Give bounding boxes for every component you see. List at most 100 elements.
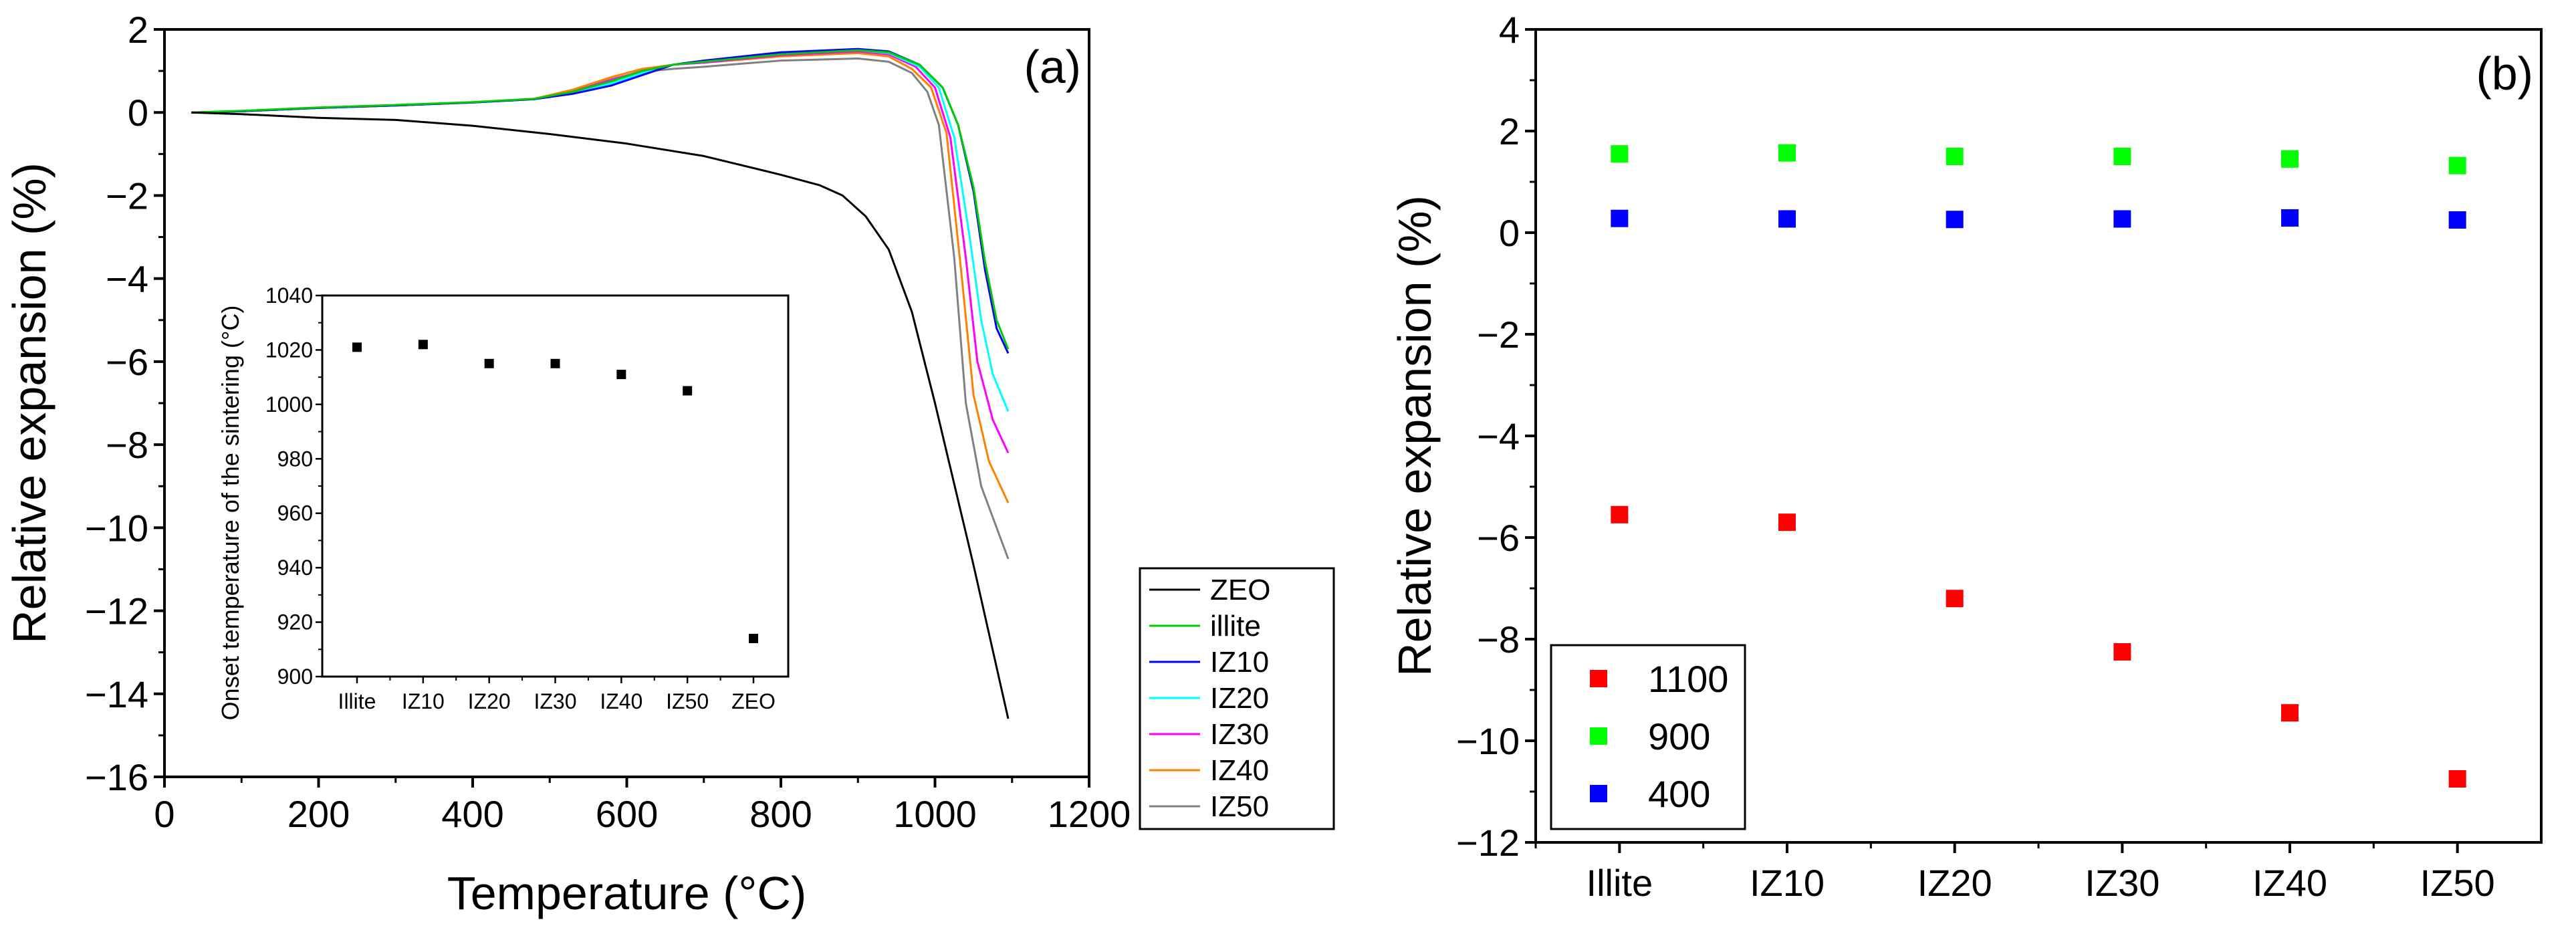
- y-tick-label: 0: [128, 92, 148, 134]
- point-1100-iz30: [2113, 643, 2131, 661]
- legend-label: 400: [1648, 773, 1710, 815]
- legend-b: 1100 900 400: [1550, 644, 1746, 830]
- point-900-iz50: [2448, 156, 2466, 174]
- y-tick-label: 4: [1499, 9, 1520, 51]
- legend-swatch-1100: [1590, 670, 1607, 687]
- point-1100-illite: [1611, 505, 1629, 523]
- legend-label: IZ40: [1210, 754, 1269, 787]
- point-1100-iz20: [1946, 590, 1964, 608]
- inset-y-tick-label: 940: [277, 556, 313, 580]
- inset-y-tick-label: 960: [277, 501, 313, 525]
- y-axis-title: Relative expansion (%): [1389, 195, 1441, 677]
- y-tick-label: −4: [106, 258, 148, 300]
- y-tick-label: 2: [128, 9, 148, 51]
- inset-frame: [321, 294, 790, 678]
- inset-point-iz20: [484, 358, 494, 368]
- x-tick-label: 400: [441, 793, 503, 835]
- x-tick-label: 600: [596, 793, 658, 835]
- inset-x-tick-label: Illite: [338, 689, 376, 713]
- inset-point-iz10: [418, 340, 428, 350]
- inset-y-tick-label: 1000: [265, 392, 313, 417]
- point-400-iz10: [1778, 210, 1796, 228]
- x-tick-label: 200: [287, 793, 350, 835]
- inset-y-tick-label: 920: [277, 610, 313, 634]
- inset-chart: 900 920 940 960 980 1000 1020 1040 Illite IZ10 IZ2…: [217, 283, 790, 721]
- legend-b-frame: [1550, 644, 1746, 830]
- inset-x-tick-label: IZ50: [666, 689, 709, 713]
- y-tick-label: −6: [1477, 517, 1520, 559]
- x-axis-title: Temperature (°C): [447, 867, 807, 919]
- x-tick-label: IZ30: [2085, 862, 2159, 904]
- legend-label: 900: [1648, 715, 1710, 757]
- legend-label: IZ10: [1210, 646, 1269, 679]
- inset-y-axis-title: Onset temperature of the sintering (°C): [217, 306, 244, 721]
- y-tick-label: −16: [85, 756, 148, 798]
- y-tick-label: −4: [1477, 415, 1520, 457]
- inset-point-illite: [352, 342, 362, 352]
- legend-swatch-400: [1590, 785, 1607, 802]
- y-axis-title: Relative expansion (%): [3, 162, 55, 644]
- inset-point-iz50: [683, 386, 693, 396]
- y-tick-label: −6: [106, 341, 148, 383]
- point-400-iz20: [1946, 211, 1964, 229]
- legend-label: IZ30: [1210, 718, 1269, 751]
- x-tick-label: IZ20: [1917, 862, 1992, 904]
- y-tick-label: −8: [1477, 618, 1520, 661]
- point-400-iz30: [2113, 210, 2131, 228]
- point-900-iz30: [2113, 148, 2131, 165]
- inset-x-tick-label: IZ30: [534, 689, 576, 713]
- point-1100-iz10: [1778, 513, 1796, 532]
- legend-swatch-900: [1590, 727, 1607, 745]
- y-tick-label: −12: [85, 590, 148, 632]
- series-line-illite: [191, 49, 1010, 350]
- y-tick-label: −10: [1456, 720, 1520, 762]
- inset-point-iz30: [550, 358, 560, 368]
- inset-x-tick-label: IZ10: [402, 689, 445, 713]
- inset-point-iz40: [616, 370, 626, 380]
- panel-a-label: (a): [1024, 41, 1081, 93]
- point-900-iz40: [2281, 150, 2299, 168]
- panel-a: 0 200 400 600 800 1000 1200 2 0 −2 −4 −6 −8 −10 −12 −14…: [3, 9, 1335, 919]
- y-tick-label: −12: [1456, 822, 1520, 864]
- inset-x-tick-label: IZ20: [468, 689, 511, 713]
- x-tick-label: 0: [154, 793, 174, 835]
- point-400-illite: [1611, 209, 1629, 227]
- y-tick-label: 2: [1499, 110, 1520, 152]
- inset-y-tick-label: 980: [277, 447, 313, 471]
- legend-label: ZEO: [1210, 574, 1270, 606]
- point-1100-iz40: [2281, 704, 2299, 722]
- x-tick-label: 1000: [893, 793, 977, 835]
- inset-y-tick-label: 1020: [265, 338, 313, 362]
- legend-label: 1100: [1648, 658, 1728, 700]
- legend-label: IZ20: [1210, 682, 1269, 715]
- y-tick-label: −14: [85, 673, 148, 715]
- x-tick-label: 800: [749, 793, 812, 835]
- x-tick-label: Illite: [1587, 862, 1653, 904]
- inset-y-tick-label: 900: [277, 665, 313, 689]
- point-1100-iz50: [2448, 770, 2466, 788]
- inset-point-zeo: [749, 634, 758, 643]
- x-tick-label: IZ40: [2252, 862, 2327, 904]
- point-400-iz40: [2281, 209, 2299, 227]
- legend-label: IZ50: [1210, 790, 1269, 823]
- panel-b-label: (b): [2476, 47, 2533, 100]
- y-tick-label: −2: [106, 174, 148, 217]
- x-tick-label: 1200: [1048, 793, 1131, 835]
- point-900-illite: [1611, 145, 1629, 163]
- legend-label: illite: [1210, 610, 1261, 642]
- y-tick-label: −8: [106, 424, 148, 466]
- point-900-iz10: [1778, 144, 1796, 162]
- inset-x-tick-label: ZEO: [731, 689, 776, 713]
- x-tick-label: IZ10: [1750, 862, 1825, 904]
- point-400-iz50: [2448, 211, 2466, 229]
- y-tick-label: −2: [1477, 314, 1520, 356]
- point-900-iz20: [1946, 148, 1964, 165]
- panel-b: 4 2 0 −2 −4 −6 −8 −10 −12 Illite IZ10 IZ20 IZ30 IZ40 I…: [1389, 9, 2543, 904]
- inset-y-tick-label: 1040: [265, 283, 313, 308]
- x-tick-label: IZ50: [2420, 862, 2495, 904]
- inset-x-tick-label: IZ40: [600, 689, 642, 713]
- y-tick-label: −10: [85, 507, 148, 549]
- y-tick-label: 0: [1499, 212, 1520, 254]
